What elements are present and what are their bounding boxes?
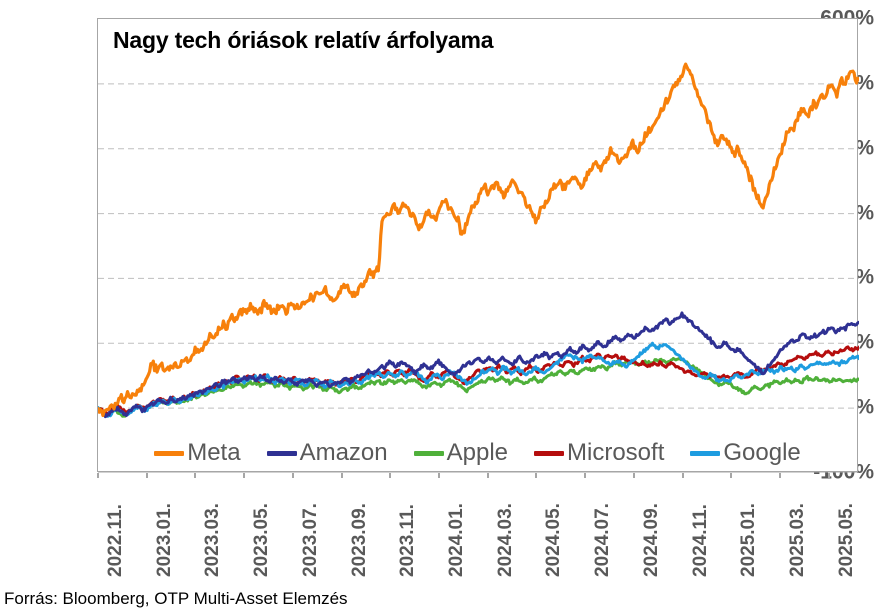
x-axis-tick-label: 2023.09. <box>348 503 370 577</box>
x-axis-tick-mark <box>486 473 489 478</box>
x-axis-tick-mark <box>340 473 343 478</box>
x-axis-tick-mark <box>145 473 148 478</box>
x-axis-tick-mark <box>97 473 99 478</box>
legend-item-amazon[interactable]: Amazon <box>266 439 388 467</box>
legend-label: Google <box>723 439 801 466</box>
x-axis-tick-label: 2023.11. <box>397 504 419 577</box>
legend-swatch-icon <box>413 450 444 456</box>
x-axis-tick-label: 2022.11. <box>105 504 126 577</box>
legend-label: Meta <box>187 439 241 466</box>
x-axis-tick-mark <box>584 473 587 478</box>
legend-swatch-icon <box>690 450 721 456</box>
x-axis-tick-label: 2025.05. <box>835 503 857 577</box>
x-axis-tick-mark <box>681 473 684 478</box>
series-line-google <box>98 341 859 418</box>
legend-swatch-icon <box>266 450 297 456</box>
x-axis-tick-mark <box>632 473 635 478</box>
x-axis-tick-mark <box>438 473 441 478</box>
legend-item-google[interactable]: Google <box>690 439 801 467</box>
x-axis-tick-label: 2025.03. <box>787 503 809 577</box>
chart-title: Nagy tech óriások relatív árfolyama <box>113 27 494 53</box>
x-axis-tick-label: 2024.03. <box>494 503 516 577</box>
x-axis-tick-label: 2023.03. <box>202 503 224 577</box>
x-axis-tick-mark <box>389 473 392 478</box>
x-axis-tick-mark <box>535 473 538 478</box>
source-note: Forrás: Bloomberg, OTP Multi-Asset Elemz… <box>4 589 348 608</box>
plot-svg <box>98 62 859 473</box>
chart-legend: Meta Amazon Apple Microsoft Google <box>97 436 858 470</box>
x-axis-tick-mark <box>730 473 733 478</box>
x-axis-tick-label: 2023.01. <box>153 503 175 577</box>
legend-swatch-icon <box>154 450 185 456</box>
x-axis-tick-label: 2024.05. <box>543 503 565 577</box>
x-axis-tick-label: 2024.11. <box>689 504 711 577</box>
legend-item-microsoft[interactable]: Microsoft <box>534 439 664 467</box>
series-line-meta <box>98 62 859 418</box>
legend-item-meta[interactable]: Meta <box>154 439 241 467</box>
x-axis-tick-mark <box>194 473 197 478</box>
x-axis-tick-mark <box>243 473 246 478</box>
x-axis-tick-label: 2024.07. <box>592 503 614 577</box>
legend-label: Amazon <box>299 439 388 466</box>
legend-label: Microsoft <box>567 439 665 466</box>
x-axis-tick-label: 2024.09. <box>640 503 662 577</box>
legend-swatch-icon <box>534 450 565 456</box>
x-axis-tick-label: 2023.05. <box>251 503 273 577</box>
legend-label: Apple <box>446 439 509 466</box>
x-axis-tick-label: 2023.07. <box>299 503 321 577</box>
legend-item-apple[interactable]: Apple <box>413 439 509 467</box>
plot-area <box>97 18 859 473</box>
x-axis-tick-mark <box>779 473 782 478</box>
x-axis-tick-label: 2024.01. <box>446 503 468 577</box>
series-line-amazon <box>98 311 859 419</box>
x-axis-tick-mark <box>291 473 294 478</box>
x-axis-tick-label: 2025.01. <box>738 503 760 577</box>
